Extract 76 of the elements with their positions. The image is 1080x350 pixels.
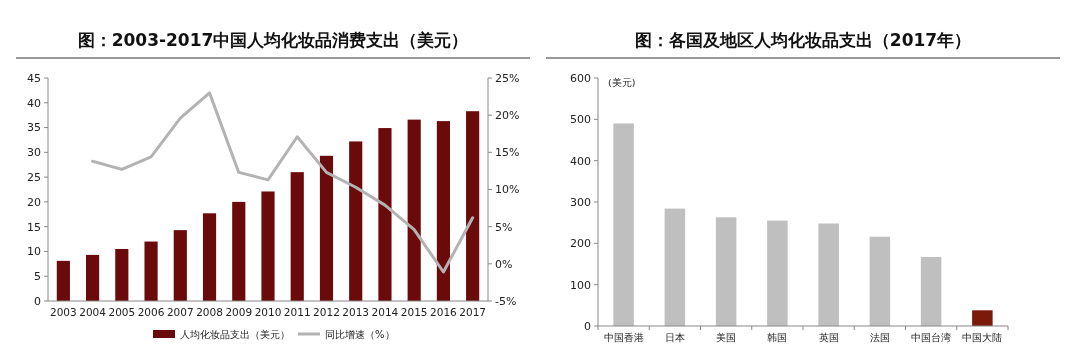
bar (349, 141, 363, 301)
y-tick-label: 200 (570, 237, 591, 251)
y-tick-label: 100 (570, 278, 591, 292)
y2-tick-label: 15% (495, 146, 520, 160)
x-tick-label: 2014 (371, 306, 399, 318)
bar (202, 213, 217, 301)
chart-title: 图：各国及地区人均化妆品支出（2017年） (634, 30, 972, 50)
y-tick-label: 500 (570, 113, 591, 127)
y-tick-label: 30 (27, 146, 41, 160)
y-tick-label: 20 (27, 195, 41, 209)
bar (290, 172, 304, 301)
x-tick-label: 中国香港 (603, 332, 644, 343)
y-tick-label: 25 (27, 170, 41, 184)
bar (972, 310, 993, 326)
chart-title: 图：2003-2017中国人均化妆品消费支出（美元） (77, 30, 469, 50)
bar (144, 241, 158, 301)
x-tick-label: 2008 (196, 306, 223, 318)
y-tick-label: 0 (584, 319, 591, 333)
x-tick-label: 2007 (166, 306, 194, 318)
y-tick-label: 600 (570, 71, 591, 85)
y-tick-label: 15 (27, 220, 41, 234)
bar (232, 201, 246, 301)
x-tick-label: 英国 (818, 332, 839, 343)
y2-tick-label: 10% (495, 183, 520, 197)
y-tick-label: 45 (27, 71, 41, 85)
x-tick-label: 2005 (108, 306, 136, 318)
x-tick-label: 2017 (459, 306, 487, 318)
x-tick-label: 2011 (283, 306, 311, 318)
bar (920, 256, 942, 326)
x-tick-label: 2013 (342, 306, 370, 318)
x-tick-label: 法国 (869, 332, 890, 343)
bar (319, 155, 334, 301)
x-tick-label: 2010 (254, 306, 282, 318)
bar (86, 254, 100, 301)
bar (261, 191, 275, 301)
bar (664, 208, 686, 326)
y2-tick-label: 20% (495, 109, 520, 123)
x-tick-label: 2012 (313, 306, 340, 318)
x-tick-label: 中国大陆 (962, 332, 1003, 343)
y2-tick-label: 0% (495, 257, 513, 271)
legend-label: 同比增速（%） (325, 328, 395, 340)
y-tick-label: 10 (27, 245, 41, 259)
y-tick-label: 400 (570, 154, 591, 168)
bar (436, 121, 450, 301)
y-tick-label: 0 (34, 294, 41, 308)
x-tick-label: 2006 (137, 306, 165, 318)
y-tick-label: 300 (570, 195, 591, 209)
x-tick-label: 2016 (430, 306, 458, 318)
y-tick-label: 5 (34, 270, 41, 284)
x-tick-label: 中国台湾 (911, 332, 952, 343)
y2-tick-label: 25% (495, 71, 520, 85)
bar (407, 119, 421, 301)
x-tick-label: 韩国 (767, 332, 788, 343)
x-tick-label: 日本 (664, 332, 685, 343)
x-tick-label: 2003 (49, 306, 77, 318)
bar (767, 220, 788, 326)
y-tick-label: 40 (27, 96, 41, 110)
x-tick-label: 2015 (400, 306, 428, 318)
y-axis-title: (美元) (608, 77, 636, 88)
bar (115, 248, 129, 301)
x-tick-label: 2009 (225, 306, 253, 318)
bar (869, 236, 891, 326)
line-series (91, 91, 475, 274)
bar (818, 223, 839, 326)
x-tick-label: 2004 (79, 306, 107, 318)
bar (613, 123, 634, 326)
legend-label: 人均化妆品支出（美元） (180, 328, 290, 340)
x-tick-label: 美国 (716, 332, 737, 343)
y2-tick-label: 5% (495, 220, 513, 234)
bar (378, 128, 392, 301)
bar (56, 260, 70, 301)
y-tick-label: 35 (27, 121, 41, 135)
bar (173, 230, 187, 301)
bar (715, 217, 737, 326)
y2-tick-label: -5% (495, 294, 517, 308)
bar (466, 111, 480, 301)
